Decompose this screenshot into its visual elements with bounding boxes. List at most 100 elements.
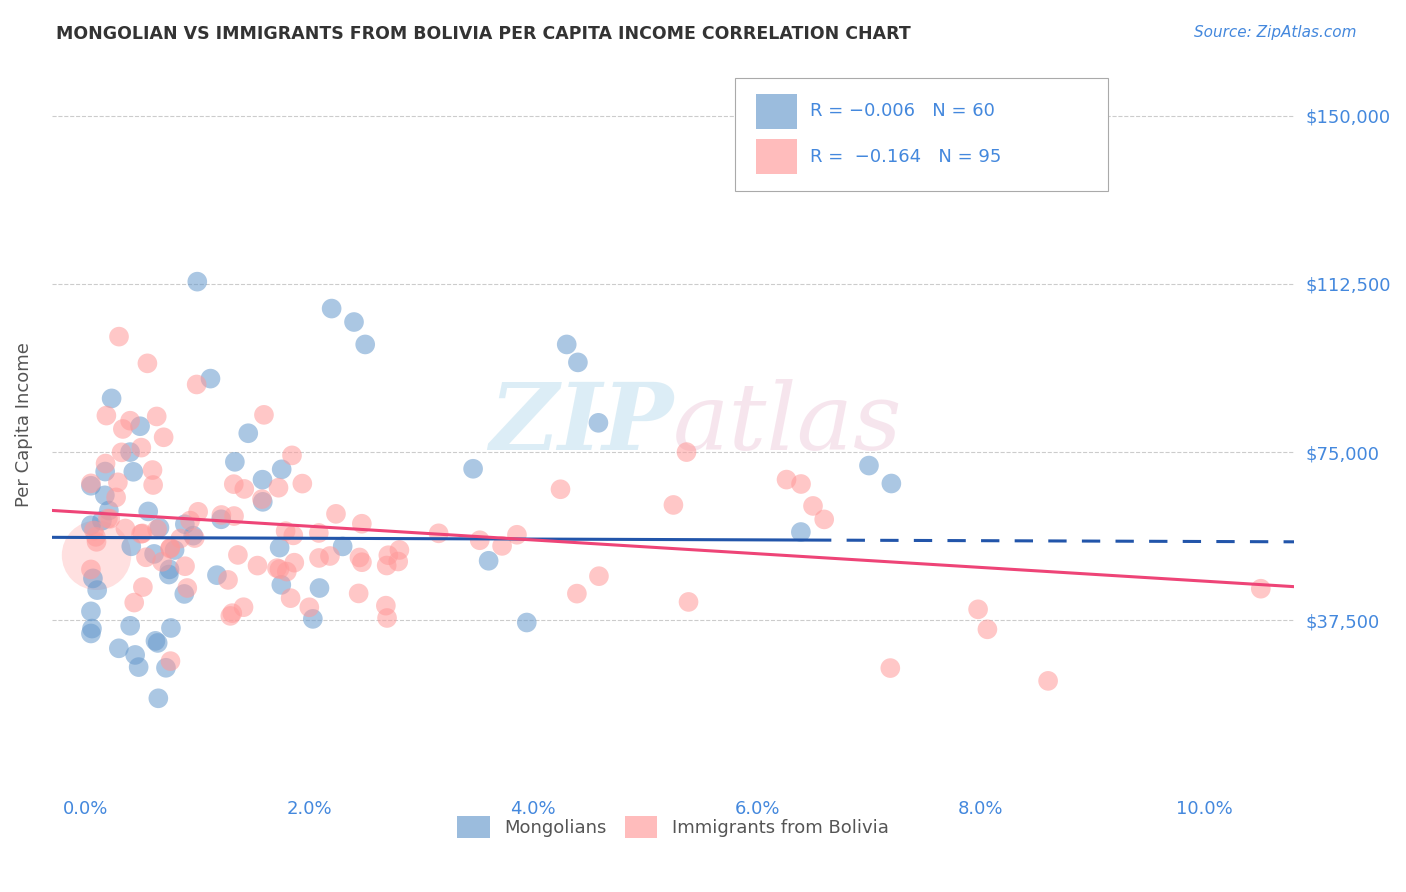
Point — [302, 612, 325, 626]
Point — [246, 558, 269, 573]
Point — [219, 608, 242, 623]
Point — [174, 559, 197, 574]
Point — [100, 392, 122, 406]
Point — [976, 623, 998, 637]
Point — [108, 641, 131, 656]
Point — [187, 505, 209, 519]
Text: R =  −0.164   N = 95: R = −0.164 N = 95 — [810, 147, 1001, 166]
Point — [86, 534, 108, 549]
Point — [131, 526, 153, 541]
Point — [343, 315, 366, 329]
Point — [148, 521, 170, 535]
Point — [325, 507, 347, 521]
Point — [181, 528, 204, 542]
Point — [150, 555, 173, 569]
Point — [135, 550, 157, 565]
Point — [217, 573, 239, 587]
Point — [80, 479, 103, 493]
Point — [319, 549, 342, 563]
Point — [321, 301, 343, 316]
Point — [565, 586, 588, 600]
Point — [232, 600, 254, 615]
Point — [94, 465, 117, 479]
Point — [80, 476, 103, 491]
Point — [880, 476, 903, 491]
Point — [308, 525, 330, 540]
Point — [1250, 582, 1272, 596]
Text: atlas: atlas — [673, 379, 903, 469]
Point — [86, 583, 108, 598]
Point — [468, 533, 491, 548]
Point — [152, 430, 174, 444]
Point — [80, 622, 103, 636]
Point — [222, 509, 245, 524]
Point — [114, 521, 136, 535]
Point — [186, 377, 208, 392]
Bar — [756, 139, 797, 174]
Point — [179, 514, 201, 528]
Point — [516, 615, 538, 630]
Point — [136, 356, 159, 370]
Point — [94, 488, 117, 502]
Point — [184, 531, 207, 545]
Point — [332, 540, 354, 554]
Text: ZIP: ZIP — [489, 379, 673, 469]
Point — [122, 465, 145, 479]
Point — [160, 621, 183, 635]
Point — [155, 661, 177, 675]
Point — [159, 541, 181, 555]
Point — [588, 569, 610, 583]
Point — [555, 337, 578, 351]
Point — [567, 355, 589, 369]
Point — [790, 524, 813, 539]
Point — [97, 503, 120, 517]
Point — [233, 482, 256, 496]
Point — [283, 556, 305, 570]
Point — [163, 543, 186, 558]
Point — [276, 565, 298, 579]
Point — [662, 498, 685, 512]
Point — [176, 581, 198, 595]
Point — [250, 492, 273, 507]
Point — [252, 473, 274, 487]
Point — [205, 568, 228, 582]
Point — [108, 329, 131, 343]
Point — [375, 558, 398, 573]
Point — [790, 477, 813, 491]
Point — [145, 633, 167, 648]
Point — [269, 562, 291, 576]
Point — [252, 495, 274, 509]
Point — [588, 416, 610, 430]
Point — [678, 595, 700, 609]
Point — [80, 518, 103, 533]
Point — [157, 567, 180, 582]
Point — [91, 514, 114, 528]
Point — [222, 477, 245, 491]
Point — [186, 275, 208, 289]
Point — [80, 562, 103, 576]
Point — [122, 596, 145, 610]
Point — [145, 409, 167, 424]
Point — [94, 457, 117, 471]
Point — [80, 604, 103, 618]
Point — [107, 475, 129, 490]
Text: R = −0.006   N = 60: R = −0.006 N = 60 — [810, 103, 994, 120]
Point — [128, 660, 150, 674]
Point — [280, 591, 302, 606]
Point — [291, 476, 314, 491]
Point — [350, 516, 373, 531]
Point — [478, 554, 501, 568]
Point — [269, 541, 291, 555]
Point — [146, 636, 169, 650]
Text: MONGOLIAN VS IMMIGRANTS FROM BOLIVIA PER CAPITA INCOME CORRELATION CHART: MONGOLIAN VS IMMIGRANTS FROM BOLIVIA PER… — [56, 25, 911, 43]
Point — [209, 512, 232, 526]
Point — [387, 554, 409, 568]
Point — [281, 449, 304, 463]
Point — [143, 547, 166, 561]
Point — [461, 462, 484, 476]
Point — [349, 550, 371, 565]
Point — [110, 445, 132, 459]
Point — [120, 619, 142, 633]
Point — [238, 426, 260, 441]
Point — [775, 473, 797, 487]
